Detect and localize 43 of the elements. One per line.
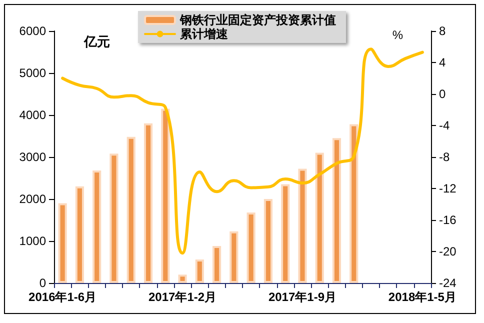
y-tick-label: 4000 [19,108,46,122]
bar [161,108,170,283]
x-tick-label: 2017年1-2月 [148,290,217,304]
legend-label: 累计增速 [179,27,229,41]
y-tick-label: 5000 [19,66,46,80]
y2-tick-label: -4 [439,118,450,132]
y2-tick-label: -8 [439,150,450,164]
x-tick-label: 2017年1-9月 [268,290,336,304]
y-tick-label: 2000 [19,192,46,206]
bar [126,136,136,283]
y2-axis-title: % [392,28,404,42]
y-tick-label: 0 [39,276,46,290]
y-axis-title: 亿元 [83,34,110,49]
y2-tick-label: -12 [439,182,457,196]
bar [75,186,84,283]
line-series [61,48,424,255]
y2-tick-label: 8 [439,24,446,38]
y-tick-label: 3000 [19,150,46,164]
bar [212,246,222,283]
x-tick-label: 2018年1-5月 [388,290,456,304]
legend-label: 钢铁行业固定资产投资累计值 [179,13,336,27]
y2-tick-label: -24 [439,276,457,290]
bar [298,168,307,283]
bar [264,199,272,283]
y2-tick-label: 0 [439,87,446,101]
bar [230,231,238,283]
y-tick-label: 6000 [19,24,46,38]
bar [332,138,342,283]
y-tick-label: 1000 [19,234,46,248]
bar [110,154,118,283]
bar [92,170,102,283]
y2-tick-label: -16 [439,213,457,227]
bar [178,274,187,283]
bar [350,124,358,283]
bar [246,212,256,283]
x-tick-label: 2016年1-6月 [28,290,97,304]
bar [281,184,290,283]
bar [58,203,67,283]
bar [144,123,153,283]
bar [315,152,324,283]
y2-tick-label: -20 [439,244,457,258]
y2-tick-label: 4 [439,56,446,70]
bar [195,259,204,283]
